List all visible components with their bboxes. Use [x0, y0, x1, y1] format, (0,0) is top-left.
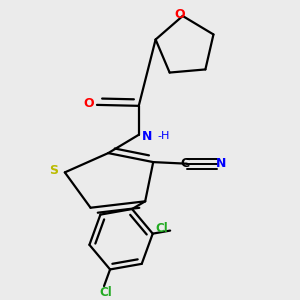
Text: O: O [84, 97, 94, 110]
Text: S: S [49, 164, 58, 177]
Text: Cl: Cl [156, 223, 169, 236]
Text: Cl: Cl [99, 286, 112, 299]
Text: N: N [216, 157, 226, 170]
Text: -H: -H [158, 131, 170, 141]
Text: C: C [181, 157, 190, 170]
Text: O: O [174, 8, 185, 21]
Text: N: N [142, 130, 152, 143]
